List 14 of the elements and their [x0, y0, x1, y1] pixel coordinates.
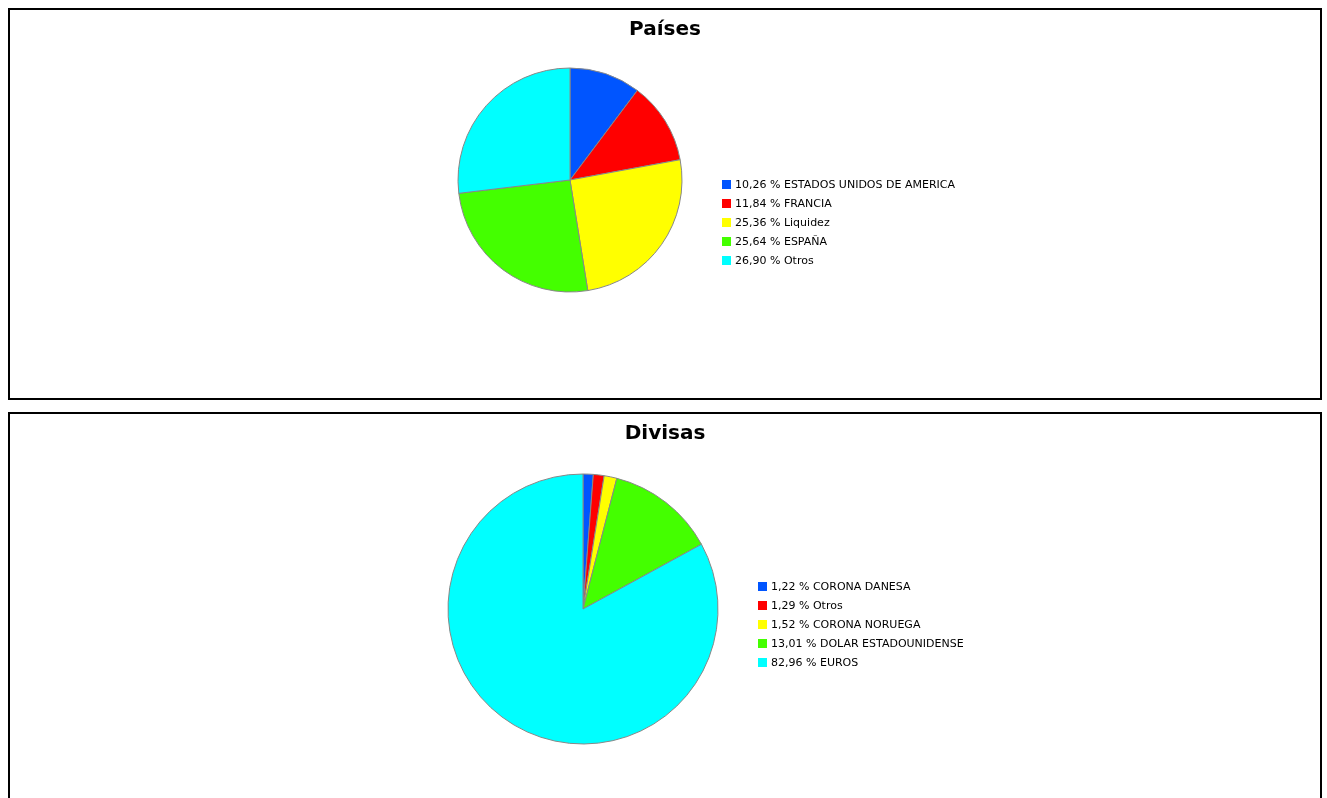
- legend-label: 25,36 % Liquidez: [735, 215, 830, 229]
- legend-label: 1,29 % Otros: [771, 598, 843, 612]
- legend-label: 26,90 % Otros: [735, 253, 814, 267]
- legend-label: 82,96 % EUROS: [771, 655, 859, 669]
- legend-label: 25,64 % ESPAÑA: [735, 234, 828, 248]
- chart-title: Países: [628, 15, 702, 42]
- legend-label: 10,26 % ESTADOS UNIDOS DE AMERICA: [735, 177, 955, 191]
- legend-label: 1,22 % CORONA DANESA: [771, 579, 911, 593]
- legend-label: 11,84 % FRANCIA: [735, 196, 832, 210]
- legend-label: 13,01 % DOLAR ESTADOUNIDENSE: [771, 636, 964, 650]
- pie-slice: [447, 473, 719, 745]
- pie-slice: [582, 477, 702, 610]
- chart-title: Divisas: [623, 419, 707, 446]
- legend-label: 1,52 % CORONA NORUEGA: [771, 617, 921, 631]
